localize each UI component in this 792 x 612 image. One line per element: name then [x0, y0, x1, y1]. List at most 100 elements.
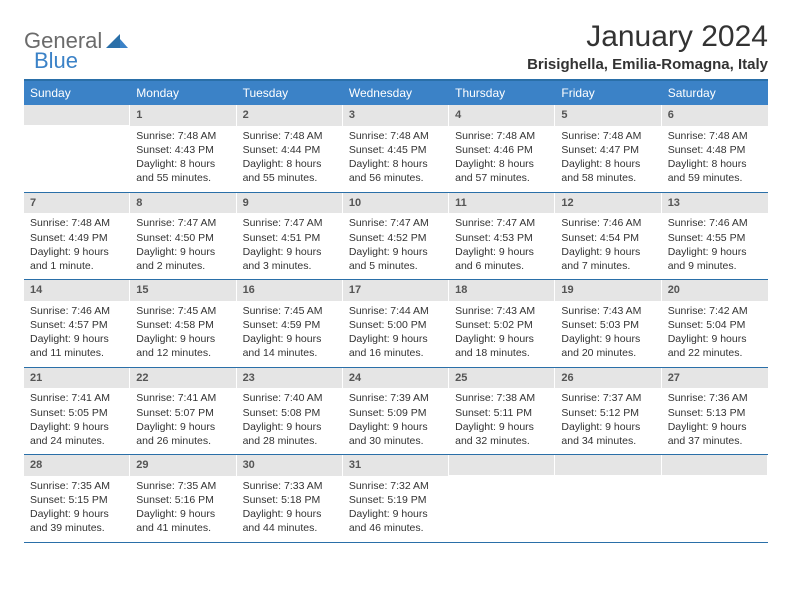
sunset-text: Sunset: 5:18 PM — [243, 493, 337, 507]
sunrise-text: Sunrise: 7:46 AM — [561, 216, 655, 230]
empty-day-number — [24, 105, 130, 125]
day-number: 24 — [343, 368, 449, 389]
day-content: Sunrise: 7:45 AMSunset: 4:59 PMDaylight:… — [237, 301, 343, 367]
sunset-text: Sunset: 5:09 PM — [349, 406, 443, 420]
sunrise-text: Sunrise: 7:46 AM — [30, 304, 124, 318]
daylight-text: Daylight: 9 hours — [668, 245, 762, 259]
daylight-text: Daylight: 9 hours — [561, 420, 655, 434]
daylight-text: Daylight: 9 hours — [30, 507, 124, 521]
daylight-text: and 39 minutes. — [30, 521, 124, 535]
day-content: Sunrise: 7:41 AMSunset: 5:07 PMDaylight:… — [130, 388, 236, 454]
sunrise-text: Sunrise: 7:37 AM — [561, 391, 655, 405]
day-content: Sunrise: 7:48 AMSunset: 4:43 PMDaylight:… — [130, 126, 236, 192]
daylight-text: Daylight: 9 hours — [243, 245, 337, 259]
daylight-text: Daylight: 9 hours — [136, 420, 230, 434]
sunset-text: Sunset: 4:46 PM — [455, 143, 549, 157]
sunrise-text: Sunrise: 7:47 AM — [455, 216, 549, 230]
daylight-text: and 18 minutes. — [455, 346, 549, 360]
day-content: Sunrise: 7:35 AMSunset: 5:16 PMDaylight:… — [130, 476, 236, 542]
daylight-text: Daylight: 9 hours — [455, 332, 549, 346]
daylight-text: and 22 minutes. — [668, 346, 762, 360]
sunset-text: Sunset: 4:54 PM — [561, 231, 655, 245]
week-row: 21Sunrise: 7:41 AMSunset: 5:05 PMDayligh… — [24, 368, 768, 456]
day-cell: 10Sunrise: 7:47 AMSunset: 4:52 PMDayligh… — [343, 193, 449, 280]
day-cell: 18Sunrise: 7:43 AMSunset: 5:02 PMDayligh… — [449, 280, 555, 367]
sunrise-text: Sunrise: 7:42 AM — [668, 304, 762, 318]
day-number: 10 — [343, 193, 449, 214]
day-cell: 31Sunrise: 7:32 AMSunset: 5:19 PMDayligh… — [343, 455, 449, 542]
sunrise-text: Sunrise: 7:43 AM — [561, 304, 655, 318]
daylight-text: and 46 minutes. — [349, 521, 443, 535]
day-cell: 1Sunrise: 7:48 AMSunset: 4:43 PMDaylight… — [130, 105, 236, 192]
sunrise-text: Sunrise: 7:35 AM — [30, 479, 124, 493]
day-number: 21 — [24, 368, 130, 389]
day-cell: 5Sunrise: 7:48 AMSunset: 4:47 PMDaylight… — [555, 105, 661, 192]
sunset-text: Sunset: 5:19 PM — [349, 493, 443, 507]
day-number: 28 — [24, 455, 130, 476]
day-content: Sunrise: 7:47 AMSunset: 4:51 PMDaylight:… — [237, 213, 343, 279]
daylight-text: and 59 minutes. — [668, 171, 762, 185]
empty-day-number — [555, 455, 661, 475]
sunrise-text: Sunrise: 7:35 AM — [136, 479, 230, 493]
daylight-text: and 20 minutes. — [561, 346, 655, 360]
day-number: 17 — [343, 280, 449, 301]
day-cell: 15Sunrise: 7:45 AMSunset: 4:58 PMDayligh… — [130, 280, 236, 367]
daylight-text: and 16 minutes. — [349, 346, 443, 360]
sunrise-text: Sunrise: 7:36 AM — [668, 391, 762, 405]
day-number: 16 — [237, 280, 343, 301]
day-content: Sunrise: 7:47 AMSunset: 4:52 PMDaylight:… — [343, 213, 449, 279]
day-number: 3 — [343, 105, 449, 126]
day-content: Sunrise: 7:41 AMSunset: 5:05 PMDaylight:… — [24, 388, 130, 454]
sunrise-text: Sunrise: 7:48 AM — [455, 129, 549, 143]
sunset-text: Sunset: 5:15 PM — [30, 493, 124, 507]
daylight-text: Daylight: 8 hours — [455, 157, 549, 171]
day-content: Sunrise: 7:44 AMSunset: 5:00 PMDaylight:… — [343, 301, 449, 367]
day-number: 27 — [662, 368, 768, 389]
day-content: Sunrise: 7:45 AMSunset: 4:58 PMDaylight:… — [130, 301, 236, 367]
day-content: Sunrise: 7:38 AMSunset: 5:11 PMDaylight:… — [449, 388, 555, 454]
daylight-text: Daylight: 9 hours — [243, 420, 337, 434]
day-number: 22 — [130, 368, 236, 389]
sunset-text: Sunset: 4:44 PM — [243, 143, 337, 157]
daylight-text: and 6 minutes. — [455, 259, 549, 273]
day-content: Sunrise: 7:43 AMSunset: 5:02 PMDaylight:… — [449, 301, 555, 367]
daylight-text: and 55 minutes. — [243, 171, 337, 185]
sunset-text: Sunset: 4:55 PM — [668, 231, 762, 245]
day-number: 18 — [449, 280, 555, 301]
daylight-text: and 44 minutes. — [243, 521, 337, 535]
day-content: Sunrise: 7:43 AMSunset: 5:03 PMDaylight:… — [555, 301, 661, 367]
sunset-text: Sunset: 5:08 PM — [243, 406, 337, 420]
weekday-header-row: SundayMondayTuesdayWednesdayThursdayFrid… — [24, 81, 768, 105]
weekday-header: Tuesday — [237, 81, 343, 105]
daylight-text: and 58 minutes. — [561, 171, 655, 185]
weekday-header: Wednesday — [343, 81, 449, 105]
week-row: 28Sunrise: 7:35 AMSunset: 5:15 PMDayligh… — [24, 455, 768, 543]
day-content: Sunrise: 7:48 AMSunset: 4:49 PMDaylight:… — [24, 213, 130, 279]
day-content: Sunrise: 7:39 AMSunset: 5:09 PMDaylight:… — [343, 388, 449, 454]
daylight-text: and 24 minutes. — [30, 434, 124, 448]
sunrise-text: Sunrise: 7:47 AM — [349, 216, 443, 230]
weekday-header: Monday — [130, 81, 236, 105]
sunrise-text: Sunrise: 7:44 AM — [349, 304, 443, 318]
daylight-text: Daylight: 9 hours — [136, 332, 230, 346]
day-content: Sunrise: 7:32 AMSunset: 5:19 PMDaylight:… — [343, 476, 449, 542]
daylight-text: and 12 minutes. — [136, 346, 230, 360]
day-cell: 11Sunrise: 7:47 AMSunset: 4:53 PMDayligh… — [449, 193, 555, 280]
sunset-text: Sunset: 5:07 PM — [136, 406, 230, 420]
sunset-text: Sunset: 5:12 PM — [561, 406, 655, 420]
day-content: Sunrise: 7:48 AMSunset: 4:47 PMDaylight:… — [555, 126, 661, 192]
day-cell: 24Sunrise: 7:39 AMSunset: 5:09 PMDayligh… — [343, 368, 449, 455]
day-number: 13 — [662, 193, 768, 214]
day-content: Sunrise: 7:47 AMSunset: 4:50 PMDaylight:… — [130, 213, 236, 279]
sunset-text: Sunset: 5:03 PM — [561, 318, 655, 332]
day-number: 6 — [662, 105, 768, 126]
calendar-table: SundayMondayTuesdayWednesdayThursdayFrid… — [24, 79, 768, 543]
sunrise-text: Sunrise: 7:32 AM — [349, 479, 443, 493]
sunset-text: Sunset: 4:49 PM — [30, 231, 124, 245]
sunset-text: Sunset: 5:05 PM — [30, 406, 124, 420]
daylight-text: and 26 minutes. — [136, 434, 230, 448]
day-cell: 7Sunrise: 7:48 AMSunset: 4:49 PMDaylight… — [24, 193, 130, 280]
daylight-text: Daylight: 9 hours — [349, 245, 443, 259]
day-content: Sunrise: 7:47 AMSunset: 4:53 PMDaylight:… — [449, 213, 555, 279]
sunrise-text: Sunrise: 7:39 AM — [349, 391, 443, 405]
